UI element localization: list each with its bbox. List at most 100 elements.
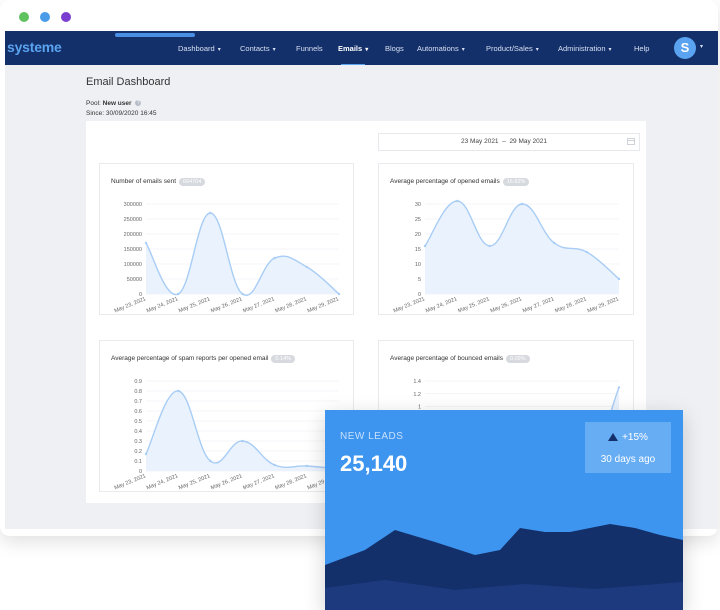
leads-area-graphic <box>325 524 683 610</box>
since-text: Since: 30/09/2020 16:45 <box>86 110 157 117</box>
x-tick-label: May 26, 2021 <box>210 473 243 491</box>
x-tick-label: May 26, 2021 <box>490 296 523 314</box>
chart-card-emails-sent: Number of emails sent 664704 0 50000 100000… <box>99 163 354 315</box>
x-tick-label: May 29, 2021 <box>307 296 340 314</box>
chevron-down-icon: ▾ <box>272 47 276 53</box>
y-tick-label: 250000 <box>124 217 142 223</box>
data-point[interactable] <box>273 463 276 467</box>
nav-item-product-sales[interactable]: Product/Sales ▾ <box>486 44 539 53</box>
y-tick-label: 0 <box>139 469 142 475</box>
y-tick-label: 0.2 <box>134 449 142 455</box>
navbar-accent-arc <box>115 33 195 37</box>
value-badge: 0.14% <box>271 355 296 363</box>
chevron-down-icon[interactable]: ▾ <box>700 44 704 50</box>
trend-up-icon <box>608 433 619 441</box>
card-title: Average percentage of bounced emails 0.09… <box>390 355 530 363</box>
data-point[interactable] <box>585 250 588 254</box>
data-point[interactable] <box>488 244 491 248</box>
nav-item-automations[interactable]: Automations ▾ <box>417 44 465 53</box>
y-tick-label: 0.9 <box>134 379 142 385</box>
y-tick-label: 0.3 <box>134 439 142 445</box>
series-area <box>425 201 619 294</box>
nav-item-emails[interactable]: Emails ▾ <box>338 44 369 53</box>
info-icon[interactable]: ? <box>135 100 142 107</box>
y-tick-label: 0.7 <box>134 399 142 405</box>
trend-box: +15% 30 days ago <box>585 422 671 473</box>
date-range-picker[interactable]: 23 May 2021 – 29 May 2021 <box>378 133 640 151</box>
data-point[interactable] <box>241 439 244 443</box>
y-tick-label: 10 <box>415 262 421 268</box>
value-badge: 16.82% <box>502 178 530 186</box>
data-point[interactable] <box>456 199 459 203</box>
avatar[interactable]: S <box>674 37 696 59</box>
x-tick-label: May 23, 2021 <box>393 296 426 314</box>
value-badge: 664704 <box>179 178 206 186</box>
data-point[interactable] <box>209 211 212 215</box>
y-tick-label: 50000 <box>127 277 142 283</box>
card-title: Average percentage of spam reports per o… <box>111 355 296 363</box>
data-point[interactable] <box>337 292 341 296</box>
nav-item-help[interactable]: Help <box>634 44 650 53</box>
y-tick-label: 100000 <box>124 262 142 268</box>
x-tick-label: May 24, 2021 <box>425 296 458 314</box>
emails-sent-chart: 0 50000 100000 150000 200000 250000 300000 May … <box>114 202 341 314</box>
x-tick-label: May 29, 2021 <box>587 296 620 314</box>
window-dot-blue[interactable] <box>40 12 50 22</box>
x-tick-label: May 27, 2021 <box>242 473 275 491</box>
x-tick-label: May 23, 2021 <box>114 296 147 314</box>
x-tick-label: May 27, 2021 <box>522 296 555 314</box>
data-point[interactable] <box>423 244 427 248</box>
window-dot-purple[interactable] <box>61 12 71 22</box>
chevron-down-icon: ▾ <box>535 47 539 53</box>
y-tick-label: 300000 <box>124 202 142 208</box>
logo[interactable]: systeme <box>7 39 62 55</box>
x-tick-label: May 23, 2021 <box>114 473 147 491</box>
data-point[interactable] <box>273 256 276 260</box>
pool-label: Pool: <box>86 100 101 107</box>
data-point[interactable] <box>144 241 148 245</box>
y-tick-label: 25 <box>415 217 421 223</box>
y-tick-label: 30 <box>415 202 421 208</box>
y-tick-label: 1 <box>418 405 421 411</box>
leads-value: 25,140 <box>340 451 408 476</box>
data-point[interactable] <box>305 464 309 468</box>
data-point[interactable] <box>144 452 148 456</box>
x-tick-label: May 28, 2021 <box>274 473 307 491</box>
y-tick-label: 15 <box>415 247 421 253</box>
nav-item-administration[interactable]: Administration ▾ <box>558 44 612 53</box>
y-tick-label: 200000 <box>124 232 142 238</box>
data-point[interactable] <box>241 292 244 296</box>
data-point[interactable] <box>176 292 180 296</box>
nav-item-blogs[interactable]: Blogs <box>385 44 404 53</box>
data-point[interactable] <box>520 202 524 206</box>
date-range-text: 23 May 2021 – 29 May 2021 <box>460 138 548 145</box>
pool-value: New user <box>102 100 132 107</box>
series-area <box>146 213 339 296</box>
card-title: Average percentage of opened emails 16.82… <box>390 178 530 186</box>
data-point[interactable] <box>553 241 556 245</box>
page-title: Email Dashboard <box>86 76 171 88</box>
chevron-down-icon: ▾ <box>217 47 221 53</box>
nav-item-funnels[interactable]: Funnels <box>296 44 323 53</box>
data-point[interactable] <box>305 265 309 269</box>
nav-item-contacts[interactable]: Contacts ▾ <box>240 44 276 53</box>
y-tick-label: 0.8 <box>134 389 142 395</box>
data-point[interactable] <box>617 277 621 281</box>
y-tick-label: 0.1 <box>134 459 142 465</box>
trend-period: 30 days ago <box>600 454 656 465</box>
x-tick-label: May 27, 2021 <box>242 296 275 314</box>
value-badge: 0.09% <box>506 355 530 363</box>
x-tick-label: May 28, 2021 <box>274 296 307 314</box>
data-point[interactable] <box>176 389 180 393</box>
y-tick-label: 0.5 <box>134 419 142 425</box>
calendar-icon[interactable] <box>627 137 635 145</box>
x-tick-label: May 25, 2021 <box>178 296 211 314</box>
chevron-down-icon: ▾ <box>365 47 369 53</box>
y-tick-label: 1.2 <box>413 392 421 398</box>
window-dot-green[interactable] <box>19 12 29 22</box>
nav-item-dashboard[interactable]: Dashboard ▾ <box>178 44 221 53</box>
app-window: systeme Dashboard ▾ Contacts ▾ Funnels Ema… <box>5 12 718 529</box>
data-point[interactable] <box>617 386 621 389</box>
data-point[interactable] <box>209 459 212 463</box>
